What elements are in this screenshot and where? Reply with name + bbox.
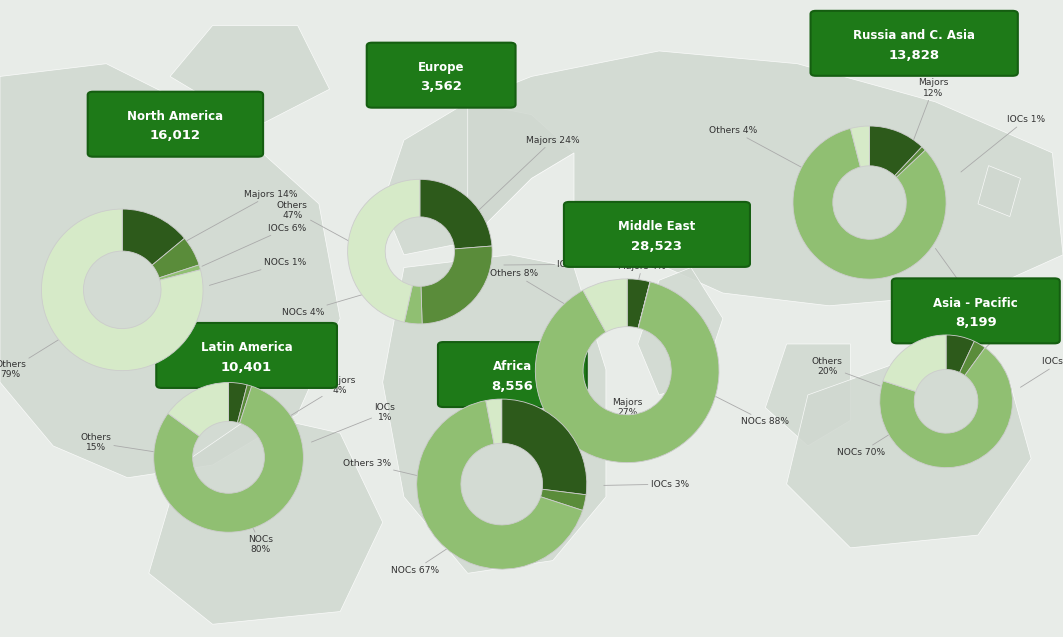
FancyBboxPatch shape xyxy=(892,278,1060,343)
FancyBboxPatch shape xyxy=(563,202,750,267)
Text: NOCs 88%: NOCs 88% xyxy=(710,394,790,426)
Wedge shape xyxy=(541,489,586,510)
Text: Latin America: Latin America xyxy=(201,341,292,354)
Wedge shape xyxy=(417,401,583,569)
Polygon shape xyxy=(638,268,723,395)
Polygon shape xyxy=(978,166,1020,217)
Text: Asia - Pacific: Asia - Pacific xyxy=(933,297,1018,310)
Wedge shape xyxy=(41,209,203,371)
FancyBboxPatch shape xyxy=(367,43,516,108)
Wedge shape xyxy=(237,385,252,423)
Text: Others
47%: Others 47% xyxy=(276,201,351,242)
FancyBboxPatch shape xyxy=(156,323,337,388)
Text: 28,523: 28,523 xyxy=(631,240,682,253)
Text: Others
79%: Others 79% xyxy=(0,331,72,379)
Text: NOCs 1%: NOCs 1% xyxy=(209,258,306,285)
Wedge shape xyxy=(883,335,946,392)
Text: Majors 14%: Majors 14% xyxy=(179,190,298,245)
Wedge shape xyxy=(960,341,985,376)
Wedge shape xyxy=(793,129,946,279)
Wedge shape xyxy=(229,383,248,422)
Text: Others 8%: Others 8% xyxy=(490,269,568,306)
Text: Middle East: Middle East xyxy=(619,220,695,233)
Text: Europe: Europe xyxy=(418,61,465,74)
Text: IOCs 26%: IOCs 26% xyxy=(504,260,602,269)
Text: Majors 4%: Majors 4% xyxy=(619,262,665,304)
Wedge shape xyxy=(895,147,925,178)
FancyBboxPatch shape xyxy=(438,342,587,407)
Wedge shape xyxy=(536,282,719,462)
Text: 10,401: 10,401 xyxy=(221,361,272,374)
Text: NOCs 83%: NOCs 83% xyxy=(935,248,990,294)
Wedge shape xyxy=(404,285,422,324)
Text: Majors
4%: Majors 4% xyxy=(281,376,355,422)
Text: Majors
12%: Majors 12% xyxy=(907,78,948,158)
Text: NOCs
80%: NOCs 80% xyxy=(242,503,273,554)
Polygon shape xyxy=(0,64,340,478)
Text: Others
15%: Others 15% xyxy=(80,433,157,452)
Text: 8,556: 8,556 xyxy=(491,380,534,393)
Polygon shape xyxy=(468,51,1063,306)
Text: NOCs 67%: NOCs 67% xyxy=(390,535,468,575)
Text: Others 3%: Others 3% xyxy=(342,459,421,476)
Polygon shape xyxy=(383,255,606,573)
Wedge shape xyxy=(502,399,587,495)
Text: Russia and C. Asia: Russia and C. Asia xyxy=(854,29,975,42)
Text: NOCs 70%: NOCs 70% xyxy=(837,426,904,457)
Text: NOCs 4%: NOCs 4% xyxy=(282,294,364,317)
Wedge shape xyxy=(880,348,1012,468)
Polygon shape xyxy=(787,357,1031,548)
Wedge shape xyxy=(870,126,922,176)
Polygon shape xyxy=(170,25,330,127)
Wedge shape xyxy=(159,265,201,280)
Text: IOCs 6%: IOCs 6% xyxy=(202,224,306,266)
Text: IOCs 1%: IOCs 1% xyxy=(961,115,1045,172)
Wedge shape xyxy=(420,180,492,249)
Wedge shape xyxy=(638,282,651,328)
Wedge shape xyxy=(946,335,975,373)
Text: Majors  7%: Majors 7% xyxy=(967,332,1023,366)
Wedge shape xyxy=(348,180,420,322)
Text: IOCs 3%: IOCs 3% xyxy=(604,480,689,489)
Text: Others
20%: Others 20% xyxy=(811,357,880,386)
FancyBboxPatch shape xyxy=(87,92,263,157)
Text: 8,199: 8,199 xyxy=(955,316,997,329)
Text: IOCs 3%: IOCs 3% xyxy=(1020,357,1063,387)
Text: Africa: Africa xyxy=(493,361,532,373)
Wedge shape xyxy=(627,279,649,328)
Text: 13,828: 13,828 xyxy=(889,48,940,62)
Wedge shape xyxy=(421,246,492,324)
Wedge shape xyxy=(122,209,185,265)
Text: IOCs
1%: IOCs 1% xyxy=(311,403,395,442)
Wedge shape xyxy=(486,399,502,444)
Wedge shape xyxy=(168,383,229,436)
Text: North America: North America xyxy=(128,110,223,123)
FancyBboxPatch shape xyxy=(810,11,1018,76)
Wedge shape xyxy=(152,238,199,278)
Text: Majors 24%: Majors 24% xyxy=(472,136,579,217)
Text: 3,562: 3,562 xyxy=(420,80,462,94)
Polygon shape xyxy=(765,344,850,446)
Wedge shape xyxy=(850,126,870,167)
Polygon shape xyxy=(149,414,383,624)
Text: Others 4%: Others 4% xyxy=(709,126,808,171)
Wedge shape xyxy=(583,279,627,332)
Text: 16,012: 16,012 xyxy=(150,129,201,143)
Polygon shape xyxy=(383,102,574,255)
Wedge shape xyxy=(154,386,303,532)
Text: Majors
27%: Majors 27% xyxy=(561,398,642,443)
